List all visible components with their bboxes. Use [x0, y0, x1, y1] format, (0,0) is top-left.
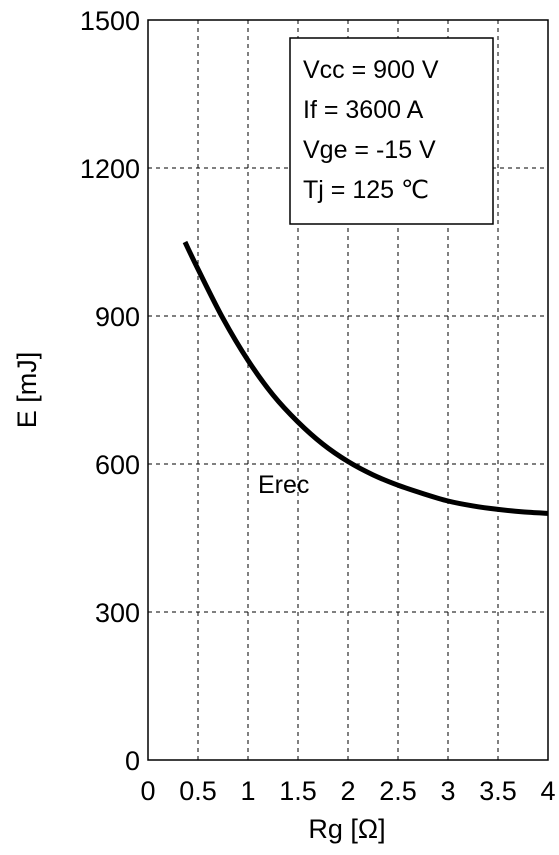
y-tick-labels: 0 300 600 900 1200 1500: [80, 6, 140, 776]
y-tick-label: 0: [125, 746, 140, 776]
x-axis-label: Rg [Ω]: [308, 814, 385, 844]
plot-frame: [147, 19, 549, 761]
x-tick-label: 2: [340, 776, 355, 806]
x-tick-label: 0: [140, 776, 155, 806]
conditions-box-frame: [289, 37, 494, 225]
y-tick-label: 900: [95, 302, 140, 332]
condition-tj: Tj = 125 ℃: [303, 176, 429, 204]
x-tick-label: 2.5: [379, 776, 417, 806]
condition-vge: Vge = -15 V: [303, 136, 436, 164]
conditions-box: Vcc = 900 V If = 3600 A Vge = -15 V Tj =…: [289, 37, 494, 225]
y-axis-label: E [mJ]: [12, 352, 42, 429]
condition-vcc: Vcc = 900 V: [303, 56, 439, 84]
x-tick-label: 1.5: [279, 776, 317, 806]
series-line-erec: [182, 240, 549, 516]
x-tick-label: 3: [440, 776, 455, 806]
y-tick-label: 300: [95, 598, 140, 628]
y-tick-label: 600: [95, 450, 140, 480]
y-tick-label: 1500: [80, 6, 140, 36]
series-label-erec: Erec: [258, 471, 309, 499]
x-tick-label: 4: [540, 776, 555, 806]
x-tick-labels: 0 0.5 1 1.5 2 2.5 3 3.5 4: [140, 776, 555, 806]
x-tick-label: 1: [240, 776, 255, 806]
x-tick-label: 0.5: [179, 776, 217, 806]
y-tick-label: 1200: [80, 154, 140, 184]
x-tick-label: 3.5: [479, 776, 517, 806]
condition-if: If = 3600 A: [303, 96, 424, 124]
series-group: [182, 240, 549, 516]
